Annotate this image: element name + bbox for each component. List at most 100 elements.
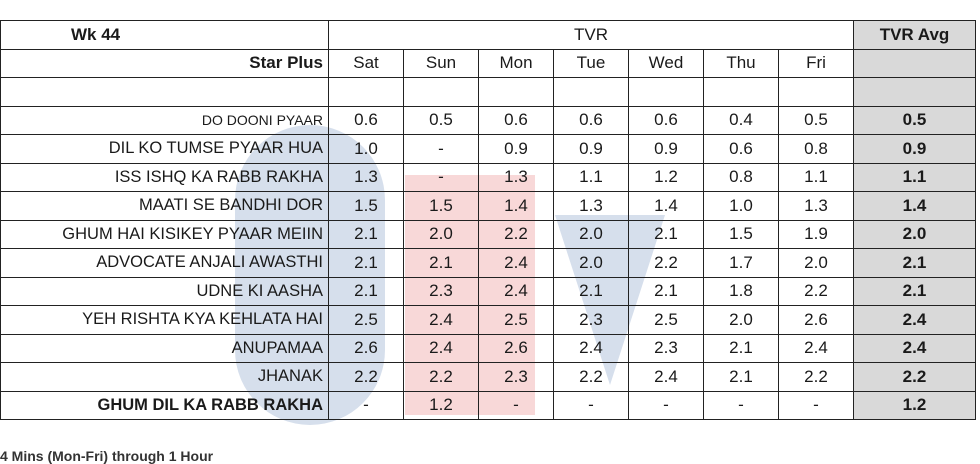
tvr-ratings-table: Wk 44 TVR TVR Avg Star Plus Sat Sun Mon …: [0, 20, 976, 420]
show-name: JHANAK: [0, 362, 329, 392]
tvr-avg-value: 0.9: [853, 134, 976, 164]
tvr-value: 2.4: [403, 305, 479, 335]
tvr-value: 2.5: [478, 305, 554, 335]
tvr-value: 2.1: [628, 276, 704, 306]
tvr-value: 2.6: [328, 333, 404, 363]
tvr-avg-value: 0.5: [853, 105, 976, 135]
avg-cell-empty: [853, 77, 976, 107]
tvr-value: 2.0: [553, 219, 629, 249]
tvr-value: 1.0: [328, 134, 404, 164]
show-name: ANUPAMAA: [0, 333, 329, 363]
tvr-value: 1.5: [703, 219, 779, 249]
tvr-value: 1.4: [628, 191, 704, 221]
show-name: DIL KO TUMSE PYAAR HUA: [0, 134, 329, 164]
table-row: UDNE KI AASHA 2.1 2.3 2.4 2.1 2.1 1.8 2.2 2.1: [0, 276, 976, 306]
tvr-value: 2.2: [478, 219, 554, 249]
tvr-value: 2.1: [628, 219, 704, 249]
tvr-value: 2.0: [778, 248, 854, 278]
table-row: ADVOCATE ANJALI AWASTHI 2.1 2.1 2.4 2.0 2.2 1.…: [0, 248, 976, 278]
tvr-value: 2.6: [778, 305, 854, 335]
table-row: ISS ISHQ KA RABB RAKHA 1.3-1.3 1.1 1.2 0.8 1.…: [0, 162, 976, 192]
tvr-value: 1.0: [703, 191, 779, 221]
empty-cell: [628, 77, 704, 107]
tvr-value: 2.3: [403, 276, 479, 306]
tvr-avg-value: 2.4: [853, 333, 976, 363]
tvr-value: 2.5: [328, 305, 404, 335]
tvr-avg-value: 1.4: [853, 191, 976, 221]
empty-cell: [328, 77, 404, 107]
tvr-value: 2.4: [478, 276, 554, 306]
tvr-value: 2.2: [328, 362, 404, 392]
tvr-value: 0.6: [478, 105, 554, 135]
tvr-value: 0.5: [778, 105, 854, 135]
tvr-value: 1.5: [403, 191, 479, 221]
tvr-value: 2.4: [478, 248, 554, 278]
table-row: MAATI SE BANDHI DOR 1.5 1.5 1.4 1.3 1.4 1.0 1.3…: [0, 191, 976, 221]
tvr-value: 0.9: [628, 134, 704, 164]
avg-cell-empty: [853, 48, 976, 78]
tvr-value: 0.6: [703, 134, 779, 164]
day-header: Tue: [553, 48, 629, 78]
tvr-value: 2.4: [628, 362, 704, 392]
tvr-value: 2.4: [403, 333, 479, 363]
table-row: GHUM HAI KISIKEY PYAAR MEIIN 2.1 2.0 2.2 2.0…: [0, 219, 976, 249]
tvr-header: TVR: [328, 20, 854, 50]
tvr-value: 2.2: [403, 362, 479, 392]
show-name: YEH RISHTA KYA KEHLATA HAI: [0, 305, 329, 335]
tvr-value: 2.6: [478, 333, 554, 363]
day-header: Sun: [403, 48, 479, 78]
tvr-value: 1.3: [328, 162, 404, 192]
tvr-value: -: [628, 390, 704, 420]
tvr-avg-value: 2.4: [853, 305, 976, 335]
tvr-value: 0.8: [703, 162, 779, 192]
tvr-value: -: [478, 390, 554, 420]
header-row-1: Wk 44 TVR TVR Avg: [0, 20, 976, 50]
tvr-value: 1.3: [478, 162, 554, 192]
tvr-value: 2.1: [328, 248, 404, 278]
show-name: DO DOONI PYAAR: [0, 105, 329, 135]
tvr-value: 2.4: [553, 333, 629, 363]
empty-cell: [0, 77, 329, 107]
tvr-value: -: [778, 390, 854, 420]
show-name: GHUM DIL KA RABB RAKHA: [0, 390, 329, 420]
table-row: DO DOONI PYAAR 0.6 0.5 0.6 0.6 0.6 0.4 0.5 0.5: [0, 105, 976, 135]
show-name: ADVOCATE ANJALI AWASTHI: [0, 248, 329, 278]
channel-label: Star Plus: [0, 48, 329, 78]
day-header: Mon: [478, 48, 554, 78]
tvr-value: 1.2: [403, 390, 479, 420]
tvr-value: -: [553, 390, 629, 420]
tvr-value: -: [703, 390, 779, 420]
tvr-avg-value: 2.1: [853, 276, 976, 306]
tvr-value: 2.2: [628, 248, 704, 278]
tvr-value: 1.3: [778, 191, 854, 221]
tvr-value: 0.6: [628, 105, 704, 135]
tvr-avg-header: TVR Avg: [853, 20, 976, 50]
header-row-2: Star Plus Sat Sun Mon Tue Wed Thu Fri: [0, 48, 976, 78]
tvr-value: 2.1: [328, 219, 404, 249]
tvr-value: 2.1: [403, 248, 479, 278]
table-row: YEH RISHTA KYA KEHLATA HAI 2.5 2.4 2.5 2.3 2.…: [0, 305, 976, 335]
tvr-value: 0.4: [703, 105, 779, 135]
show-name: ISS ISHQ KA RABB RAKHA: [0, 162, 329, 192]
tvr-value: 2.0: [703, 305, 779, 335]
tvr-avg-value: 1.2: [853, 390, 976, 420]
tvr-value: 2.2: [778, 362, 854, 392]
week-label: Wk 44: [0, 20, 329, 50]
tvr-value: 1.1: [778, 162, 854, 192]
footnote: 4 Mins (Mon-Fri) through 1 Hour: [0, 448, 214, 464]
table-row: ANUPAMAA 2.6 2.4 2.6 2.4 2.3 2.1 2.4 2.4: [0, 333, 976, 363]
tvr-value: 2.3: [553, 305, 629, 335]
tvr-value: 2.2: [778, 276, 854, 306]
day-header: Fri: [778, 48, 854, 78]
table-row: GHUM DIL KA RABB RAKHA -1.2- - - - -1.2: [0, 390, 976, 420]
table-row: DIL KO TUMSE PYAAR HUA 1.0-0.9 0.9 0.9 0.6 0.…: [0, 134, 976, 164]
tvr-value: 2.5: [628, 305, 704, 335]
tvr-value: 2.1: [703, 362, 779, 392]
empty-cell: [778, 77, 854, 107]
tvr-avg-value: 2.0: [853, 219, 976, 249]
tvr-value: 0.5: [403, 105, 479, 135]
empty-cell: [703, 77, 779, 107]
tvr-value: 1.2: [628, 162, 704, 192]
tvr-avg-value: 2.2: [853, 362, 976, 392]
tvr-value: 2.3: [628, 333, 704, 363]
